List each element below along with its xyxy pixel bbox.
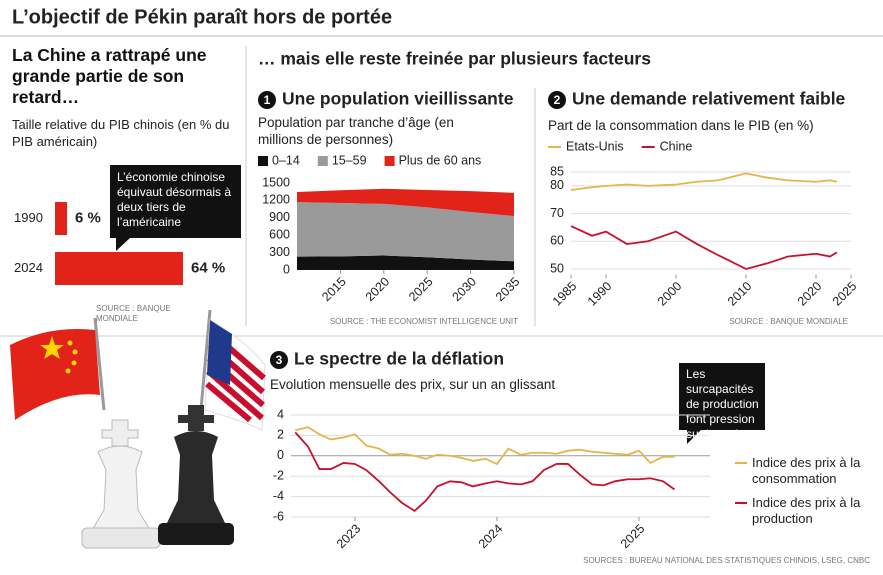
heading-number-badge: [270, 351, 288, 369]
x-tick-label: 1990: [585, 279, 615, 309]
y-tick-label: 60: [550, 234, 564, 248]
legend-label: 0–14: [272, 153, 300, 167]
legend-label: Plus de 60 ans: [399, 153, 482, 167]
legend-label: Indice des prix à la production: [752, 495, 861, 526]
y-tick-label: 600: [269, 227, 290, 241]
section-heading: … mais elle reste freinée par plusieurs …: [258, 49, 651, 69]
chart-title: La Chine a rattrapé une grande partie de…: [12, 45, 207, 107]
line: [570, 225, 838, 270]
data-label: 64 %: [191, 259, 225, 276]
y-tick-label: 4: [277, 407, 284, 421]
x-tick-label: 2010: [725, 279, 755, 309]
source: SOURCE : BANQUE MONDIALE: [729, 317, 848, 326]
page-title: L’objectif de Pékin paraît hors de porté…: [12, 6, 392, 28]
area: [297, 202, 514, 262]
illustration: [10, 309, 266, 549]
heading-number: 1: [264, 93, 271, 107]
y-tick-label: -4: [273, 489, 284, 503]
legend-label: Indice des prix à la consommation: [752, 455, 861, 486]
x-tick-label: 2025: [406, 275, 436, 305]
y-tick-label: 2: [277, 428, 284, 442]
y-tick-label: -6: [273, 509, 284, 523]
data-label: 6 %: [75, 209, 101, 226]
y-tick-label: 1990: [14, 210, 43, 225]
annotation-pointer: [116, 238, 130, 251]
y-tick-label: 1500: [262, 175, 290, 189]
chart-title: Le spectre de la déflation: [294, 349, 504, 369]
y-tick-label: -2: [273, 468, 284, 482]
source: SOURCE : THE ECONOMIST INTELLIGENCE UNIT: [330, 317, 518, 326]
legend-label: Etats-Unis: [566, 139, 624, 153]
bar: [55, 252, 183, 285]
annotation: Les surcapacités de production font pres…: [686, 367, 759, 441]
heading-number: 2: [554, 93, 561, 107]
y-tick-label: 80: [550, 178, 564, 192]
y-tick-label: 900: [269, 210, 290, 224]
y-tick-label: 50: [550, 261, 564, 275]
x-tick-label: 2025: [618, 522, 648, 552]
y-tick-label: 0: [277, 448, 284, 462]
heading-number: 3: [276, 353, 283, 367]
heading-number-badge: [258, 91, 276, 109]
annotation-pointer: [687, 430, 701, 444]
chart-title: Une population vieillissante: [282, 89, 514, 109]
x-tick-label: 2023: [334, 522, 364, 552]
annotation-box: [679, 363, 765, 430]
line: [295, 426, 675, 466]
chart-title: Une demande relativement faible: [572, 89, 846, 109]
x-tick-label: 2024: [476, 522, 506, 552]
chart-subtitle: Part de la consommation dans le PIB (en …: [548, 118, 814, 133]
y-tick-label: 70: [550, 206, 564, 220]
x-tick-label: 2015: [319, 275, 349, 305]
line: [570, 172, 838, 191]
x-tick-label: 2020: [363, 275, 393, 305]
x-tick-label: 1985: [550, 279, 580, 309]
legend-swatch: [317, 156, 328, 166]
area: [297, 255, 514, 270]
y-tick-label: 1200: [262, 193, 290, 207]
y-tick-label: 85: [550, 164, 564, 178]
x-tick-label: 2000: [655, 279, 685, 309]
legend-label: 15–59: [332, 153, 367, 167]
source: SOURCE : BANQUE MONDIALE: [96, 304, 171, 323]
y-tick-label: 0: [283, 262, 290, 276]
bar: [55, 202, 67, 235]
y-tick-label: 2024: [14, 260, 43, 275]
y-tick-label: 300: [269, 245, 290, 259]
x-tick-label: 2030: [449, 275, 479, 305]
line: [294, 431, 676, 513]
legend-swatch: [384, 156, 395, 166]
x-tick-label: 2025: [830, 279, 860, 309]
chart-subtitle: Evolution mensuelle des prix, sur un an …: [270, 377, 556, 392]
area: [297, 188, 514, 217]
source: SOURCES : BUREAU NATIONAL DES STATISTIQU…: [583, 556, 870, 565]
annotation-box: [110, 165, 241, 238]
annotation: L’économie chinoise équivaut désormais à…: [117, 170, 232, 229]
x-tick-label: 2020: [795, 279, 825, 309]
x-tick-label: 2035: [493, 275, 523, 305]
legend-label: Chine: [660, 139, 693, 153]
legend-swatch: [258, 156, 268, 166]
chart-subtitle: Population par tranche d’âge (en million…: [258, 115, 454, 147]
chart-subtitle: Taille relative du PIB chinois (en % du …: [12, 117, 230, 149]
heading-number-badge: [548, 91, 566, 109]
